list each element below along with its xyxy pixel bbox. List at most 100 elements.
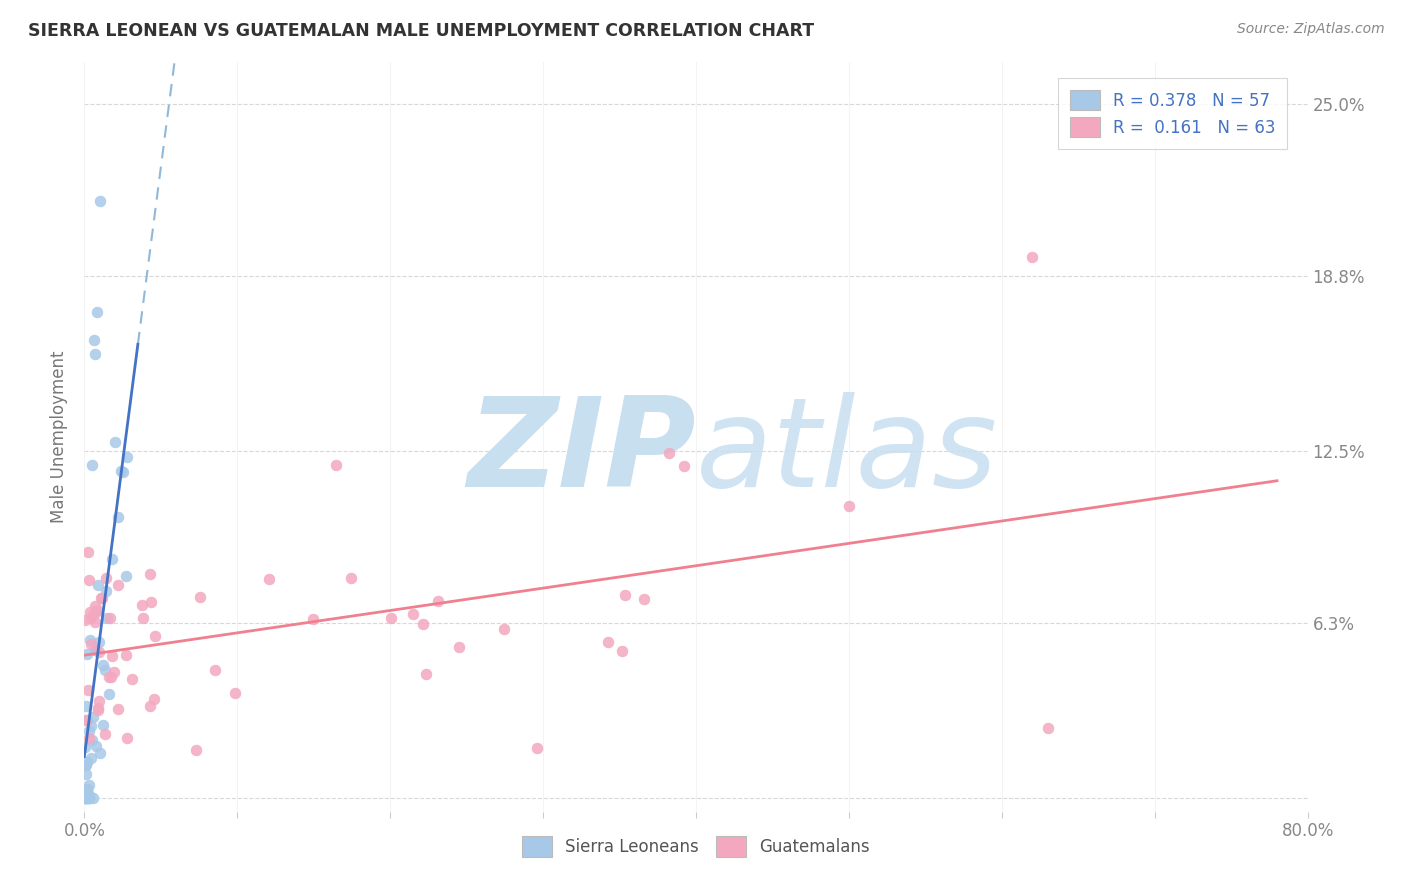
Point [79, 731, 101, 746]
Point [97, 687, 120, 701]
Point [86, 305, 108, 319]
Point [87, 645, 110, 659]
Point [87, 703, 110, 717]
Point [76, 788, 98, 802]
Point [84, 605, 107, 619]
Point [115, 731, 138, 746]
Point [76, 784, 98, 798]
Point [141, 594, 163, 608]
Point [672, 459, 695, 474]
Point [204, 664, 226, 678]
Point [224, 686, 246, 700]
Point [73, 739, 96, 754]
Point [76, 756, 98, 770]
Point [89, 634, 111, 648]
Point [84, 643, 107, 657]
Point [84, 642, 107, 657]
Point [80, 637, 103, 651]
Point [302, 611, 325, 625]
Point [1036, 722, 1059, 736]
Point [84, 739, 107, 753]
Point [84, 615, 107, 629]
Point [90, 591, 112, 605]
Point [75, 790, 97, 805]
Point [143, 629, 166, 643]
Point [76, 782, 98, 797]
Point [77, 723, 100, 738]
Point [77, 790, 100, 805]
Point [77, 790, 100, 805]
Point [449, 640, 471, 654]
Point [87, 694, 110, 708]
Point [75, 767, 97, 781]
Text: atlas: atlas [696, 392, 998, 513]
Point [114, 648, 136, 663]
Point [104, 434, 127, 449]
Point [82, 790, 104, 805]
Point [94, 571, 117, 585]
Point [107, 510, 129, 524]
Point [77, 790, 100, 805]
Point [82, 709, 104, 723]
Point [115, 450, 138, 465]
Point [103, 665, 125, 679]
Point [73, 790, 96, 805]
Point [98, 611, 121, 625]
Point [96, 611, 118, 625]
Point [87, 577, 110, 591]
Point [101, 552, 124, 566]
Point [190, 590, 212, 604]
Point [86, 603, 108, 617]
Point [184, 743, 207, 757]
Point [77, 545, 100, 559]
Point [82, 607, 104, 622]
Text: Source: ZipAtlas.com: Source: ZipAtlas.com [1237, 22, 1385, 37]
Point [79, 632, 101, 647]
Point [100, 670, 122, 684]
Point [73, 758, 96, 772]
Point [84, 599, 107, 613]
Point [94, 727, 117, 741]
Point [415, 667, 437, 681]
Point [75, 699, 97, 714]
Point [77, 573, 100, 587]
Point [1021, 250, 1043, 264]
Point [107, 702, 129, 716]
Point [426, 593, 449, 607]
Point [107, 578, 129, 592]
Point [91, 591, 114, 605]
Point [412, 616, 434, 631]
Point [75, 758, 97, 772]
Legend: Sierra Leoneans, Guatemalans: Sierra Leoneans, Guatemalans [516, 830, 876, 863]
Text: ZIP: ZIP [467, 392, 696, 513]
Point [80, 732, 103, 747]
Point [139, 567, 162, 582]
Point [77, 788, 100, 802]
Point [76, 790, 98, 805]
Point [73, 790, 96, 805]
Point [610, 643, 633, 657]
Point [613, 588, 636, 602]
Point [526, 741, 548, 756]
Point [139, 698, 162, 713]
Point [91, 658, 114, 673]
Point [84, 347, 107, 361]
Point [339, 571, 361, 585]
Point [89, 194, 111, 209]
Point [96, 584, 118, 599]
Point [101, 649, 124, 664]
Point [80, 719, 103, 733]
Point [77, 778, 100, 792]
Point [633, 591, 655, 606]
Text: SIERRA LEONEAN VS GUATEMALAN MALE UNEMPLOYMENT CORRELATION CHART: SIERRA LEONEAN VS GUATEMALAN MALE UNEMPL… [28, 22, 814, 40]
Point [73, 614, 96, 628]
Point [494, 622, 516, 636]
Point [86, 701, 108, 715]
Point [79, 605, 101, 619]
Point [80, 751, 103, 765]
Point [76, 647, 98, 661]
Point [121, 672, 143, 686]
Point [76, 781, 98, 796]
Point [89, 746, 111, 760]
Point [132, 611, 155, 625]
